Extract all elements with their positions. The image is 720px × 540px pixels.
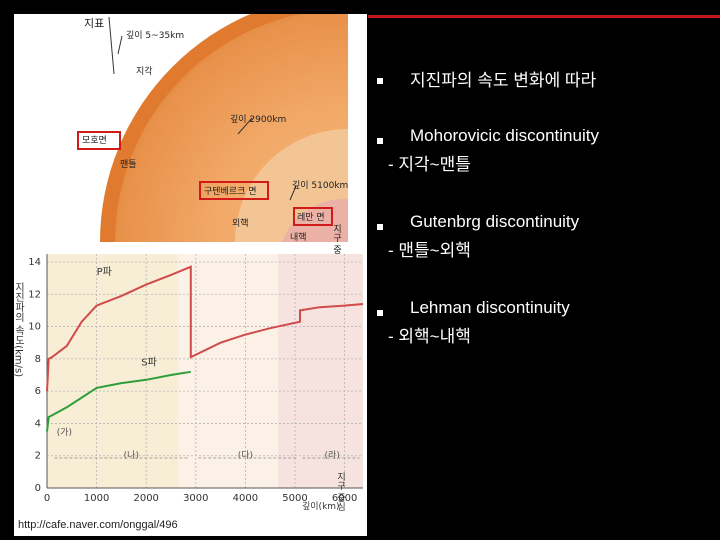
earth-structure-figure: 지표 깊이 5~35km 지각 깊이 2900km 모호면 맨틀 구텐베르크 면… bbox=[14, 14, 367, 536]
label-moho: 모호면 bbox=[82, 135, 107, 146]
x-tick-label: 2000 bbox=[133, 493, 158, 504]
label-depth-mantle: 깊이 2900km bbox=[230, 113, 286, 125]
x-tick-label: 0 bbox=[44, 493, 50, 504]
label-depth-crust: 깊이 5~35km bbox=[126, 29, 184, 41]
bullet-subtext: - 맨틀~외핵 bbox=[388, 241, 471, 260]
y-tick-label: 6 bbox=[35, 386, 41, 397]
label-depth-outer: 깊이 5100km bbox=[292, 179, 348, 191]
series-line-s-wave bbox=[46, 370, 191, 432]
y-tick-label: 2 bbox=[35, 451, 41, 462]
earth-cross-section bbox=[14, 14, 367, 252]
bullet-subtext: - 지각~맨틀 bbox=[388, 155, 471, 174]
highlight-gutenberg bbox=[199, 181, 269, 200]
x-tick-label: 1000 bbox=[84, 493, 109, 504]
bullet-square-icon bbox=[377, 138, 383, 144]
label-surface: 지표 bbox=[84, 17, 104, 30]
label-center-top: 지구 중심 bbox=[331, 224, 341, 263]
series-line-p-wave bbox=[46, 265, 364, 392]
bullet-text: Gutenbrg discontinuity bbox=[410, 212, 580, 231]
y-tick-label: 12 bbox=[28, 289, 41, 300]
bullet-text: Mohorovicic discontinuity bbox=[410, 126, 599, 145]
bullet-square-icon bbox=[377, 78, 383, 84]
series-label-p-wave: P파 bbox=[97, 266, 112, 278]
series-label-s-wave: S파 bbox=[141, 356, 157, 368]
highlight-moho bbox=[77, 131, 121, 150]
label-inner-core: 내핵 bbox=[290, 231, 307, 243]
figure-svg: 지표 깊이 5~35km 지각 깊이 2900km 모호면 맨틀 구텐베르크 면… bbox=[14, 14, 367, 512]
label-outer-core: 외핵 bbox=[232, 217, 249, 229]
y-tick-label: 8 bbox=[35, 354, 41, 365]
region-outer-core-bg bbox=[178, 254, 278, 488]
bullet-text: 지진파의 속도 변화에 따라 bbox=[410, 71, 597, 90]
region-label: (가) bbox=[57, 427, 72, 438]
chart-ylabel: 지진파의 속도(km/s) bbox=[14, 282, 24, 377]
y-tick-label: 14 bbox=[28, 257, 41, 268]
label-lehman: 레만 면 bbox=[297, 212, 325, 223]
region-mantle-bg bbox=[47, 254, 178, 488]
bullet-square-icon bbox=[377, 310, 383, 316]
velocity-chart: 0 2 4 6 8 10 12 14 0 1000 2000 3000 4000 5000 6000 (가)… bbox=[14, 254, 364, 512]
bullet-square-icon bbox=[377, 224, 383, 230]
x-tick-label: 3000 bbox=[183, 493, 208, 504]
chart-xlabel: 깊이(km) bbox=[302, 500, 340, 512]
region-label: (다) bbox=[238, 450, 253, 461]
label-crust: 지각 bbox=[136, 65, 153, 77]
y-tick-label: 4 bbox=[35, 418, 41, 429]
highlight-lehman bbox=[293, 207, 333, 226]
region-label: (라) bbox=[325, 450, 340, 461]
region-label: (나) bbox=[124, 450, 139, 461]
y-tick-label: 10 bbox=[28, 322, 41, 333]
x-tick-label: 5000 bbox=[282, 493, 307, 504]
label-mantle: 맨틀 bbox=[120, 159, 137, 170]
chart-center-label: 지구 중심 bbox=[335, 472, 345, 511]
label-gutenberg: 구텐베르크 면 bbox=[204, 186, 257, 197]
x-tick-label: 6000 bbox=[332, 493, 357, 504]
source-credit[interactable]: http://cafe.naver.com/onggal/496 bbox=[18, 519, 178, 531]
bullet-subtext: - 외핵~내핵 bbox=[388, 327, 471, 346]
y-tick-label: 0 bbox=[35, 483, 41, 494]
bullet-text: Lehman discontinuity bbox=[410, 298, 570, 317]
region-inner-core-bg bbox=[278, 254, 363, 488]
x-tick-label: 4000 bbox=[233, 493, 258, 504]
top-accent-line bbox=[368, 15, 720, 18]
